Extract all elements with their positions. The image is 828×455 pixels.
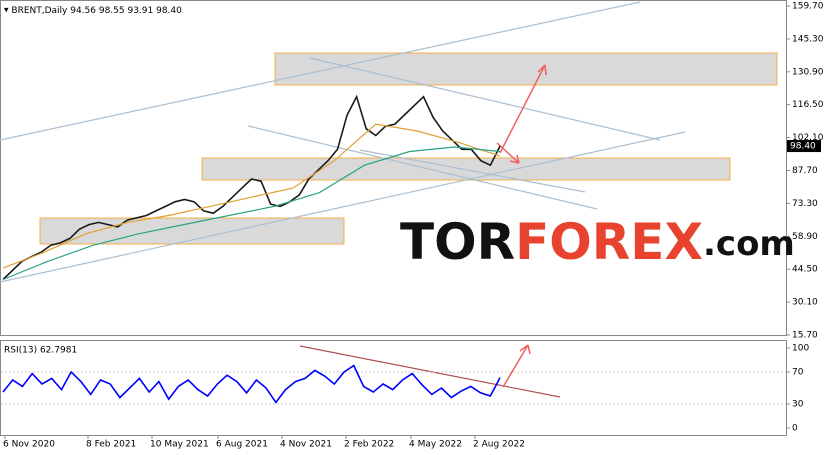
x-tick-label: 10 May 2021: [150, 440, 209, 450]
watermark-part: .com: [703, 224, 795, 264]
y-tick-label: 30.10: [792, 298, 818, 308]
y-tick-label: 73.30: [792, 199, 818, 209]
support-zone: [201, 157, 731, 181]
arrow: [496, 142, 520, 164]
channel-line: [0, 1, 641, 141]
rsi-title: RSI(13) 62.7981: [4, 346, 77, 356]
last-price-box: [787, 140, 821, 153]
y-tick-label: 0: [792, 424, 798, 434]
series-line: [2, 364, 501, 404]
x-tick-label: 4 Nov 2021: [280, 440, 332, 450]
series-line: [2, 123, 501, 269]
y-tick-label: 159.70: [792, 2, 824, 12]
x-tick-label: 8 Feb 2021: [86, 440, 136, 450]
arrow: [502, 344, 531, 388]
rsi-panel: [0, 340, 787, 436]
channel-line: [0, 131, 686, 283]
x-tick-label: 2 Aug 2022: [473, 440, 525, 450]
watermark: TORFOREX.com: [400, 213, 795, 271]
y-tick-label: 102.10: [792, 133, 824, 143]
y-tick-label: 130.90: [792, 67, 824, 77]
resistance-zone: [274, 52, 778, 86]
y-tick-label: 70: [792, 368, 804, 378]
y-tick-label: 30: [792, 400, 804, 410]
x-tick-label: 6 Nov 2020: [3, 440, 55, 450]
y-tick-label: 116.50: [792, 100, 824, 110]
x-tick-label: 6 Aug 2021: [216, 440, 268, 450]
chart-title-text: BRENT,Daily 94.56 98.55 93.91 98.40: [11, 6, 182, 16]
y-tick-label: 145.30: [792, 34, 824, 44]
watermark-part: FOREX: [515, 213, 703, 271]
y-tick-label: 87.70: [792, 166, 818, 176]
chart-title: ▾ BRENT,Daily 94.56 98.55 93.91 98.40: [4, 6, 182, 16]
trend-line: [247, 125, 598, 210]
y-tick-label: 58.90: [792, 232, 818, 242]
y-tick-label: 44.50: [792, 265, 818, 275]
x-tick-label: 4 May 2022: [409, 440, 462, 450]
arrows: [496, 64, 547, 388]
y-tick-label: 15.70: [792, 331, 818, 341]
series-line: [2, 146, 501, 281]
last-price-label: 98.40: [790, 142, 816, 152]
trend-line: [359, 149, 586, 193]
series-line: [2, 94, 501, 281]
watermark-part: TOR: [400, 213, 515, 271]
y-tick-label: 100: [792, 344, 809, 354]
price-panel: [0, 0, 787, 336]
x-tick-label: 2 Feb 2022: [344, 440, 394, 450]
arrow: [499, 64, 547, 154]
trend-line: [309, 57, 661, 141]
